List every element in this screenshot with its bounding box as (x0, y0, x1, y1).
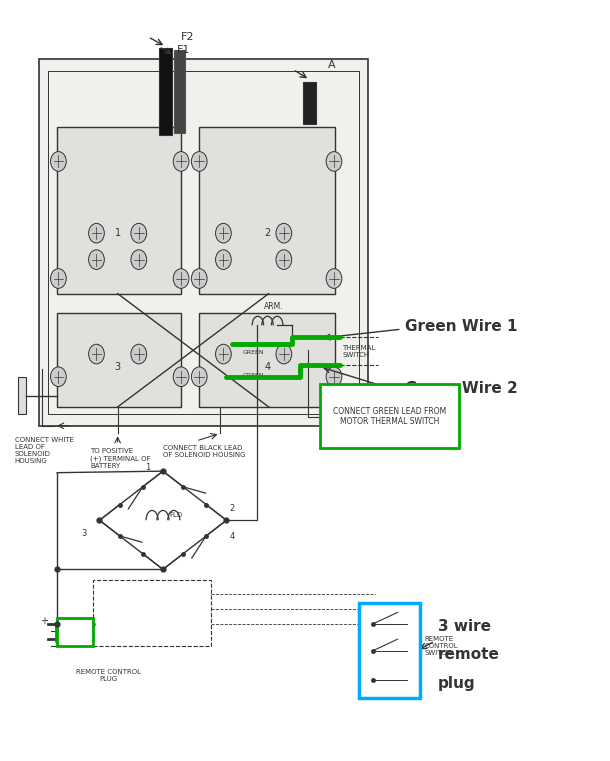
Text: ARM.: ARM. (264, 302, 284, 311)
Circle shape (192, 269, 207, 288)
Circle shape (51, 269, 66, 288)
Circle shape (215, 224, 231, 243)
Circle shape (173, 151, 189, 171)
Text: remote: remote (438, 647, 500, 662)
Bar (48, 71, 359, 415)
Circle shape (215, 344, 231, 364)
Circle shape (173, 269, 189, 288)
Circle shape (215, 250, 231, 269)
Text: plug: plug (438, 676, 476, 691)
Text: CONNECT WHITE
LEAD OF
SOLENOID
HOUSING: CONNECT WHITE LEAD OF SOLENOID HOUSING (15, 437, 74, 464)
Text: GREEN: GREEN (243, 373, 264, 378)
Circle shape (192, 151, 207, 171)
Circle shape (88, 224, 104, 243)
Text: +: + (40, 616, 48, 626)
Text: 3 wire: 3 wire (438, 619, 491, 633)
Text: GREEN: GREEN (243, 350, 264, 355)
Circle shape (276, 250, 292, 269)
Text: FLD: FLD (169, 512, 182, 518)
Bar (199, 127, 336, 294)
Text: THERMAL
SWITCH: THERMAL SWITCH (342, 345, 376, 358)
Text: 2: 2 (264, 228, 271, 238)
Text: 4: 4 (230, 533, 235, 541)
Text: Green Wire 1: Green Wire 1 (404, 319, 517, 333)
Text: Green Wire 2: Green Wire 2 (404, 380, 517, 396)
Circle shape (88, 250, 104, 269)
Text: 2: 2 (230, 505, 235, 514)
Circle shape (326, 367, 342, 387)
FancyBboxPatch shape (320, 384, 459, 448)
Text: F2: F2 (181, 32, 195, 42)
Bar (39, 59, 368, 426)
Text: GREEN: GREEN (101, 621, 124, 626)
Circle shape (276, 224, 292, 243)
Text: F1: F1 (177, 46, 190, 56)
Bar (303, 82, 317, 123)
Bar (57, 618, 93, 646)
Text: 1: 1 (145, 463, 151, 472)
Bar (199, 313, 336, 407)
Text: WHITE: WHITE (101, 607, 124, 611)
Text: 4: 4 (265, 362, 271, 372)
Text: A: A (328, 59, 336, 70)
Text: BLACK: BLACK (101, 591, 124, 596)
Text: 3: 3 (115, 362, 121, 372)
Text: REMOTE
CONTROL
SWITCH: REMOTE CONTROL SWITCH (425, 636, 458, 657)
Text: 3: 3 (82, 530, 87, 538)
Circle shape (276, 344, 292, 364)
Text: REMOTE CONTROL
PLUG: REMOTE CONTROL PLUG (76, 669, 141, 682)
FancyBboxPatch shape (359, 603, 420, 698)
Circle shape (88, 344, 104, 364)
Bar (159, 48, 172, 135)
Circle shape (192, 367, 207, 387)
Circle shape (326, 269, 342, 288)
Text: TO POSITIVE
(+) TERMINAL OF
BATTERY: TO POSITIVE (+) TERMINAL OF BATTERY (90, 448, 151, 469)
Bar (93, 580, 211, 646)
Text: 1: 1 (115, 228, 121, 238)
Bar (174, 49, 185, 132)
Circle shape (131, 250, 146, 269)
Bar (57, 127, 181, 294)
Text: CONNECT GREEN LEAD FROM
MOTOR THERMAL SWITCH: CONNECT GREEN LEAD FROM MOTOR THERMAL SW… (333, 406, 447, 426)
Bar (57, 313, 181, 407)
Circle shape (326, 151, 342, 171)
Text: CONNECT BLACK LEAD
OF SOLENOID HOUSING: CONNECT BLACK LEAD OF SOLENOID HOUSING (163, 444, 245, 457)
Circle shape (131, 344, 146, 364)
Circle shape (51, 367, 66, 387)
Circle shape (131, 224, 146, 243)
Bar (18, 377, 26, 415)
Circle shape (173, 367, 189, 387)
Circle shape (51, 151, 66, 171)
